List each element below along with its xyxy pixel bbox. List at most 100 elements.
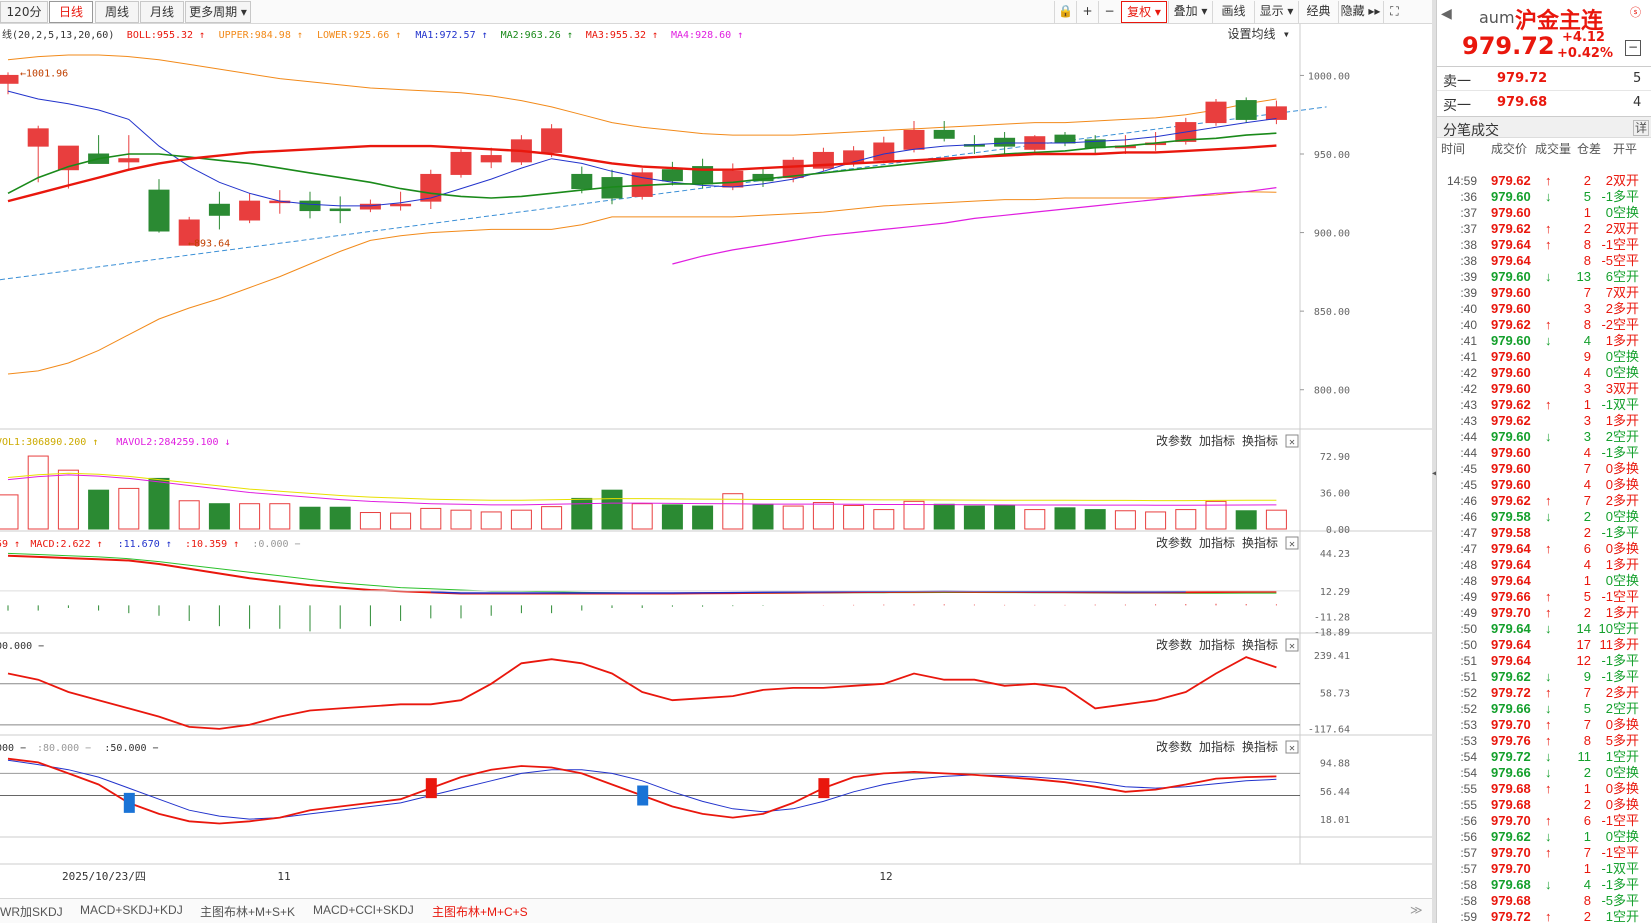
trade-volume: 1 <box>1583 829 1591 844</box>
add-indicator-button[interactable]: 加指标 <box>1199 739 1235 754</box>
trade-type: 空开 <box>1613 909 1640 923</box>
minimize-icon[interactable]: − <box>1625 40 1641 56</box>
candle-body <box>359 203 381 210</box>
indicator-y-tick: 44.23 <box>1320 549 1350 560</box>
close-panel-button[interactable] <box>1285 740 1299 754</box>
tab-boll-m-c-s[interactable]: 主图布林+M+C+S <box>432 905 528 919</box>
add-indicator-button[interactable]: 加指标 <box>1199 535 1235 550</box>
trade-price: 979.70 <box>1491 845 1531 860</box>
chart-area[interactable]: 线(20,2,5,13,20,60) BOLL:955.32 ↑ UPPER:984… <box>0 24 1432 898</box>
switch-indicator-button[interactable]: 换指标 <box>1242 433 1278 448</box>
trade-price: 979.70 <box>1491 861 1531 876</box>
kdj-signal-marker <box>123 792 135 813</box>
hide-button[interactable]: 隐藏 ▸▸ <box>1338 1 1382 23</box>
trade-type: 多开 <box>1613 637 1640 652</box>
zoom-out-icon[interactable]: − <box>1098 1 1120 23</box>
trade-oi-change: 0 <box>1605 717 1613 732</box>
add-indicator-button[interactable]: 加指标 <box>1199 637 1235 652</box>
more-periods-button[interactable]: 更多周期 ▾ <box>185 1 251 23</box>
add-indicator-button[interactable]: 加指标 <box>1199 433 1235 448</box>
ma-settings-button[interactable]: 设置均线 ▾ <box>1228 27 1290 41</box>
tab-wr-skdj[interactable]: WR加SKDJ <box>0 905 63 919</box>
lock-icon[interactable]: 🔒 <box>1054 1 1076 23</box>
trade-volume: 4 <box>1583 557 1591 572</box>
trade-oi-change: 0 <box>1605 477 1613 492</box>
zoom-in-icon[interactable]: + <box>1076 1 1098 23</box>
trade-oi-change: 2 <box>1605 701 1613 716</box>
trade-time: :48 <box>1460 558 1477 572</box>
trade-row: :56 979.62 ↓ 1 0 空换 <box>1437 829 1651 845</box>
period-monthly-button[interactable]: 月线 <box>140 1 184 23</box>
scroll-right-icon[interactable]: ≫ <box>1410 903 1423 917</box>
trade-time: :51 <box>1460 670 1477 684</box>
tab-macd-skdj-kdj[interactable]: MACD+SKDJ+KDJ <box>80 903 183 917</box>
prev-symbol-icon[interactable]: ◀ <box>1441 6 1452 22</box>
trade-arrow-icon: ↑ <box>1545 237 1552 252</box>
period-daily-button[interactable]: 日线 <box>49 1 93 23</box>
trade-row: :48 979.64 4 1 多开 <box>1437 557 1651 573</box>
candle-body <box>1265 106 1287 120</box>
change-params-button[interactable]: 改参数 <box>1156 637 1192 652</box>
trade-oi-change: -1 <box>1601 845 1613 860</box>
change-params-button[interactable]: 改参数 <box>1156 535 1192 550</box>
trade-row: :51 979.64 12 -1 多平 <box>1437 653 1651 669</box>
trade-volume: 2 <box>1583 525 1591 540</box>
trade-oi-change: -1 <box>1601 653 1613 668</box>
trade-arrow-icon: ↓ <box>1545 269 1552 284</box>
trade-volume: 1 <box>1583 205 1591 220</box>
trade-oi-change: 2 <box>1605 173 1613 188</box>
panel-splitter[interactable]: ◀ <box>1432 0 1440 923</box>
adjust-button[interactable]: 复权 ▾ <box>1121 1 1167 23</box>
trade-row: :58 979.68 8 -5 多平 <box>1437 893 1651 909</box>
change-params-button[interactable]: 改参数 <box>1156 433 1192 448</box>
trade-oi-change: -1 <box>1601 525 1613 540</box>
switch-indicator-button[interactable]: 换指标 <box>1242 637 1278 652</box>
trade-volume: 3 <box>1583 301 1591 316</box>
trade-price: 979.70 <box>1491 813 1531 828</box>
change-params-button[interactable]: 改参数 <box>1156 739 1192 754</box>
detail-button[interactable]: 详 <box>1633 120 1649 136</box>
trade-price: 979.70 <box>1491 717 1531 732</box>
trade-row: :49 979.66 ↑ 5 -1 空平 <box>1437 589 1651 605</box>
main-legend-item: MA2:963.26 ↑ <box>501 30 573 41</box>
classic-button[interactable]: 经典 <box>1298 1 1338 23</box>
indicator-legend-item: 59 ↑ <box>0 539 20 550</box>
trade-price: 979.60 <box>1491 301 1531 316</box>
trade-type: 空开 <box>1613 429 1640 444</box>
volume-bar <box>1205 500 1227 530</box>
indicator-legend-item: :0.000 − <box>252 539 300 550</box>
display-button[interactable]: 显示 ▾ <box>1254 1 1298 23</box>
close-panel-button[interactable] <box>1285 434 1299 448</box>
trade-time: :58 <box>1460 878 1477 892</box>
trade-arrow-icon: ↓ <box>1545 429 1552 444</box>
indicator-y-tick: 72.90 <box>1320 452 1350 463</box>
indicator-legend-item: MAVOL2:284259.100 ↓ <box>116 437 230 448</box>
overlay-button[interactable]: 叠加 ▾ <box>1168 1 1212 23</box>
trade-type: 多开 <box>1613 733 1640 748</box>
trade-row: :58 979.68 ↓ 4 -1 多平 <box>1437 877 1651 893</box>
trade-oi-change: 0 <box>1605 205 1613 220</box>
switch-indicator-button[interactable]: 换指标 <box>1242 535 1278 550</box>
info-icon[interactable]: ⓢ <box>1630 6 1641 19</box>
trade-row: :59 979.72 ↑ 2 1 空开 <box>1437 909 1651 923</box>
trade-type: 多换 <box>1613 781 1640 796</box>
fullscreen-icon[interactable]: ⛶ <box>1383 1 1405 23</box>
trade-arrow-icon: ↓ <box>1545 765 1552 780</box>
trade-volume: 8 <box>1583 893 1591 908</box>
trade-volume: 17 <box>1576 637 1591 652</box>
trade-time: 14:59 <box>1446 174 1477 188</box>
period-weekly-button[interactable]: 周线 <box>95 1 139 23</box>
tab-macd-cci-skdj[interactable]: MACD+CCI+SKDJ <box>313 903 414 917</box>
close-panel-button[interactable] <box>1285 638 1299 652</box>
x-axis-label: 11 <box>277 870 290 883</box>
collapse-arrow-icon[interactable]: ◀ <box>1432 468 1440 479</box>
quote-panel: ◀ aum 沪金主连 ⓢ 979.72 +4.12 +0.42% − 卖一 97… <box>1436 0 1651 923</box>
trade-oi-change: 0 <box>1605 797 1613 812</box>
trade-volume: 8 <box>1583 237 1591 252</box>
switch-indicator-button[interactable]: 换指标 <box>1242 739 1278 754</box>
draw-line-button[interactable]: 画线 <box>1212 1 1254 23</box>
main-legend-item: BOLL:955.32 ↑ <box>127 30 205 41</box>
period-120min-button[interactable]: 120分钟 <box>0 1 48 39</box>
close-panel-button[interactable] <box>1285 536 1299 550</box>
tab-boll-m-s-k[interactable]: 主图布林+M+S+K <box>200 905 296 919</box>
